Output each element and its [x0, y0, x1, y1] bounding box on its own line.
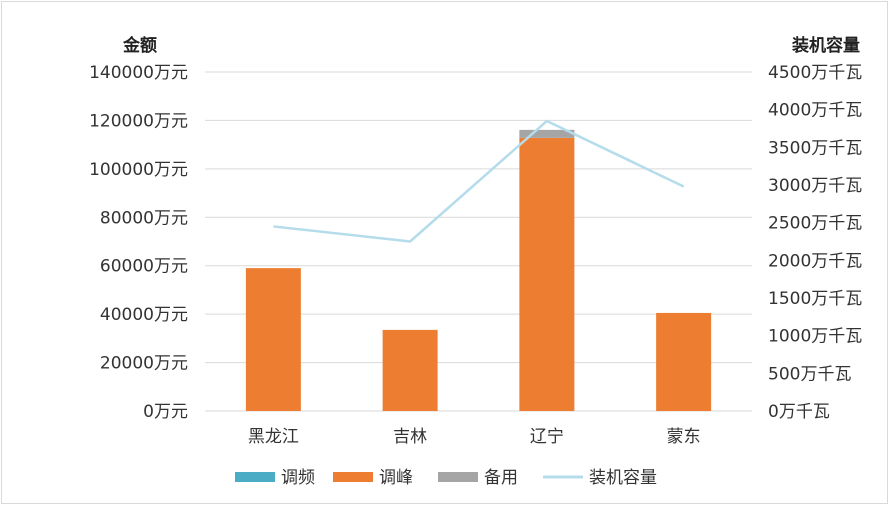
bar-调峰-0 — [245, 268, 301, 411]
bar-调峰-2 — [519, 137, 575, 411]
left-tick-label-1: 20000万元 — [100, 354, 188, 374]
legend-swatch-1 — [333, 472, 373, 482]
capacity-line — [273, 119, 685, 243]
left-tick-label-0: 0万元 — [143, 402, 188, 422]
left-axis-title: 金额 — [122, 35, 157, 56]
right-axis-title: 装机容量 — [791, 35, 860, 56]
right-tick-label-8: 4000万千瓦 — [768, 101, 862, 121]
legend-label-3: 装机容量 — [589, 468, 657, 488]
right-tick-label-3: 1500万千瓦 — [768, 289, 862, 309]
right-tick-label-6: 3000万千瓦 — [768, 176, 862, 196]
right-tick-label-5: 2500万千瓦 — [768, 214, 862, 234]
bar-备用-2 — [519, 129, 575, 138]
category-labels: 黑龙江 吉林 辽宁 蒙东 — [248, 427, 701, 447]
left-axis-ticks: 0万元 20000万元 40000万元 60000万元 80000万元 100000万元 1… — [89, 63, 188, 422]
right-tick-label-7: 3500万千瓦 — [768, 138, 862, 158]
legend-swatch-2 — [438, 472, 478, 482]
left-tick-label-5: 100000万元 — [89, 160, 188, 180]
left-tick-label-2: 40000万元 — [100, 305, 188, 325]
category-label-3: 蒙东 — [667, 427, 701, 447]
left-tick-label-4: 80000万元 — [100, 208, 188, 228]
left-tick-label-3: 60000万元 — [100, 257, 188, 277]
bars — [245, 129, 712, 411]
left-tick-label-7: 140000万元 — [89, 63, 188, 83]
legend-label-2: 备用 — [484, 468, 518, 488]
category-label-1: 吉林 — [393, 427, 427, 447]
legend-label-1: 调峰 — [379, 468, 413, 488]
right-axis-ticks: 0万千瓦 500万千瓦 1000万千瓦 1500万千瓦 2000万千瓦 2500万千瓦 30… — [768, 63, 862, 422]
category-label-2: 辽宁 — [530, 427, 564, 447]
right-tick-label-0: 0万千瓦 — [768, 402, 830, 422]
legend: 调频 调峰 备用 装机容量 — [235, 468, 657, 488]
right-tick-label-2: 1000万千瓦 — [768, 327, 862, 347]
line-装机容量 — [273, 119, 685, 243]
right-tick-label-9: 4500万千瓦 — [768, 63, 862, 83]
category-label-0: 黑龙江 — [248, 427, 299, 447]
bar-调峰-1 — [382, 329, 438, 411]
bar-调峰-3 — [656, 312, 712, 411]
right-tick-label-1: 500万千瓦 — [768, 364, 851, 384]
left-tick-label-6: 120000万元 — [89, 111, 188, 131]
legend-label-0: 调频 — [281, 468, 315, 488]
right-tick-label-4: 2000万千瓦 — [768, 251, 862, 271]
legend-swatch-0 — [235, 472, 275, 482]
